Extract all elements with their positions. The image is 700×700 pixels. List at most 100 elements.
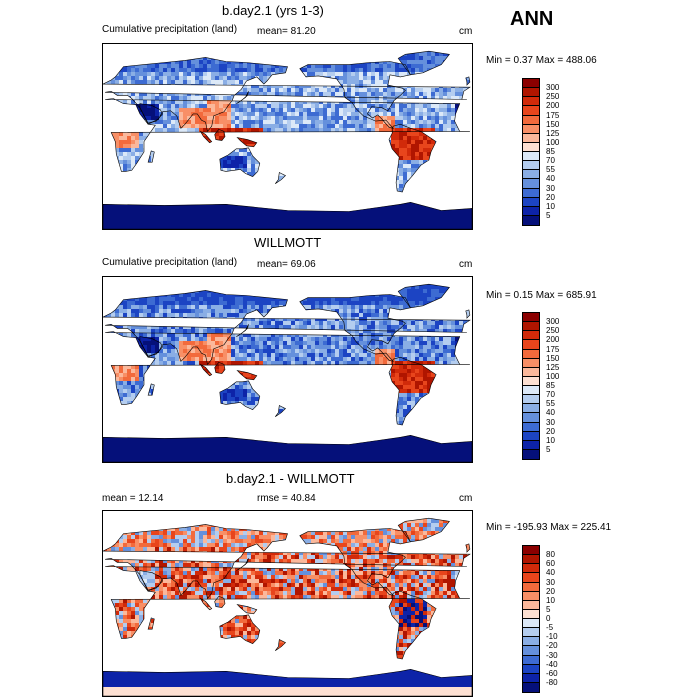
colorbar-label: 70	[546, 390, 555, 400]
colorbar-label: 40	[546, 174, 555, 184]
coastline-australia	[219, 147, 261, 177]
coastline-australia	[219, 380, 261, 410]
coastline-antarctica	[103, 434, 472, 462]
colorbar-label: -40	[546, 659, 558, 669]
coastline-new-guinea	[236, 137, 258, 148]
colorbar-swatch	[523, 431, 539, 441]
colorbar-swatch	[523, 682, 539, 692]
coastline-south-america	[388, 356, 437, 426]
colorbar-label: 200	[546, 335, 560, 345]
colorbar-label: 125	[546, 128, 560, 138]
coastline-antarctica	[103, 201, 472, 229]
colorbar-swatch	[523, 142, 539, 152]
colorbar-label: 70	[546, 156, 555, 166]
colorbar-swatch	[523, 152, 539, 162]
colorbar-label: 0	[546, 614, 551, 623]
colorbar-swatch	[523, 664, 539, 674]
world-map-svg	[103, 50, 472, 229]
panel-title: WILLMOTT	[254, 235, 322, 250]
coastline-arabia	[139, 103, 163, 124]
panel-mean-label: mean= 69.06	[257, 259, 316, 270]
colorbar-swatch	[523, 386, 539, 396]
panel-left-label: Cumulative precipitation (land)	[102, 24, 238, 35]
colorbar-label: 125	[546, 362, 560, 372]
coastline-europe-asia	[103, 57, 471, 133]
colorbar-label: 30	[546, 577, 555, 587]
precip-map	[102, 43, 473, 230]
coastline-europe-asia	[103, 290, 471, 366]
coastline-japan	[236, 91, 249, 104]
colorbar-swatch	[523, 591, 539, 601]
coastline-sumatra	[199, 597, 213, 611]
colorbar-label: 5	[546, 604, 551, 614]
colorbar-swatch	[523, 79, 539, 89]
panel-units: cm	[459, 259, 473, 270]
panel-rmse-label: rmse = 40.84	[257, 493, 316, 504]
colorbar-swatch	[523, 170, 539, 180]
difference-map	[102, 510, 473, 697]
colorbar-label: 55	[546, 399, 555, 409]
colorbar-label: -60	[546, 668, 558, 678]
coastline-borneo	[214, 595, 226, 608]
colorbar-swatch	[523, 115, 539, 125]
colorbar-label: 250	[546, 326, 560, 336]
colorbar-label: 100	[546, 137, 560, 147]
colorbar-label: 150	[546, 353, 560, 363]
colorbar-label: 5	[546, 444, 551, 454]
colorbar-swatch	[523, 582, 539, 592]
world-map-svg	[103, 517, 472, 696]
panel-title: b.day2.1 - WILLMOTT	[226, 471, 355, 486]
coastline-africa	[105, 98, 470, 172]
colorbar-swatch	[523, 358, 539, 368]
colorbar-label: 30	[546, 183, 555, 193]
colorbar-label: -30	[546, 650, 558, 660]
colorbar-label: -80	[546, 677, 558, 687]
colorbar-label: 250	[546, 92, 560, 102]
colorbar-label: 20	[546, 192, 555, 202]
colorbar-swatch	[523, 609, 539, 619]
colorbar-label: -5	[546, 623, 554, 633]
colorbar-swatch	[523, 206, 539, 216]
colorbar-swatch	[523, 395, 539, 405]
colorbar-swatch	[523, 673, 539, 683]
coastline-uk	[465, 76, 471, 86]
colorbar-swatch	[523, 440, 539, 450]
colorbar-label: 80	[546, 550, 555, 560]
land-field	[103, 518, 472, 696]
panel-minmax: Min = 0.37 Max = 488.06	[486, 55, 597, 66]
colorbar-label: 200	[546, 101, 560, 111]
coastline-greenland	[397, 50, 450, 76]
coastline-greenland	[397, 283, 450, 309]
colorbar-swatch	[523, 422, 539, 432]
coastline-japan	[236, 324, 249, 337]
panel-mean-label: mean = 12.14	[102, 493, 164, 504]
coastline-new-zealand	[274, 405, 287, 418]
precip-map	[102, 276, 473, 463]
colorbar-label: -10	[546, 632, 558, 642]
colorbar-swatch	[523, 188, 539, 198]
colorbar-label: 40	[546, 408, 555, 418]
coastline-arabia	[139, 336, 163, 357]
panel-mean-label: mean= 81.20	[257, 26, 316, 37]
colorbar-swatch	[523, 106, 539, 116]
coastline-north-america	[299, 61, 411, 129]
colorbar-swatch	[523, 322, 539, 332]
coastline-arabia	[139, 570, 163, 591]
coastline-borneo	[214, 128, 226, 141]
colorbar-swatch	[523, 573, 539, 583]
colorbar-label: 175	[546, 110, 560, 120]
coastline-sumatra	[199, 363, 213, 377]
coastline-madagascar	[147, 617, 155, 630]
colorbar-label: 55	[546, 165, 555, 175]
colorbar	[522, 78, 540, 226]
colorbar-swatch	[523, 367, 539, 377]
colorbar-swatch	[523, 564, 539, 574]
colorbar-swatch	[523, 376, 539, 386]
colorbar-swatch	[523, 637, 539, 647]
coastline-japan	[236, 558, 249, 571]
coastline-antarctica	[103, 668, 472, 696]
world-map-svg	[103, 283, 472, 462]
panel-left-label: Cumulative precipitation (land)	[102, 257, 238, 268]
land-field	[103, 51, 472, 229]
panel-units: cm	[459, 493, 473, 504]
